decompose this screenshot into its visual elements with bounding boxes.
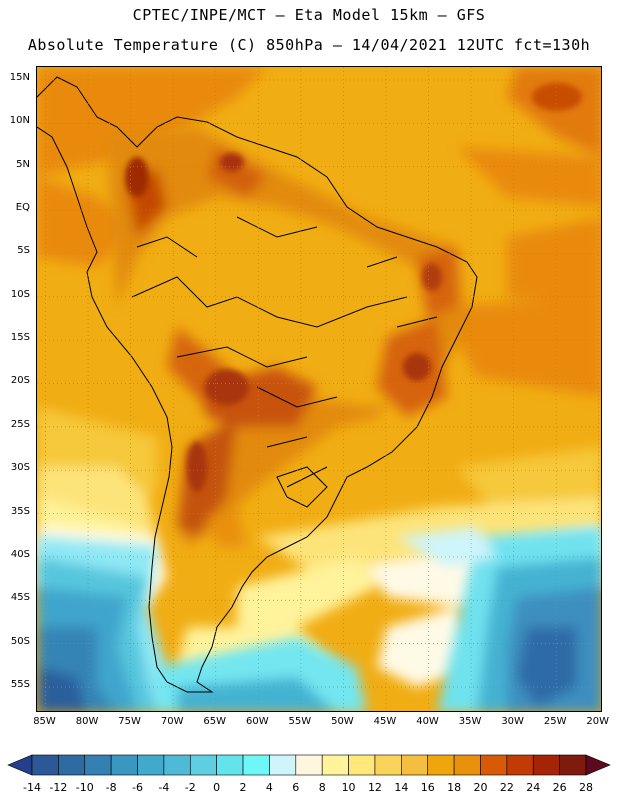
colorbar-cell	[374, 754, 402, 776]
longitude-tick-label: 75W	[118, 716, 141, 727]
map-panel	[36, 66, 602, 712]
colorbar-tick-label: 12	[367, 781, 382, 794]
longitude-tick-label: 60W	[245, 716, 269, 727]
colorbar-tick-label: -10	[75, 781, 94, 794]
colorbar-tick-label: -14	[23, 781, 41, 794]
latitude-tick-label: EQ	[15, 202, 30, 214]
map-subtitle: Absolute Temperature (C) 850hPa — 14/04/…	[27, 36, 591, 54]
field-warm-north	[37, 67, 601, 397]
colorbar-tick-label: 18	[447, 781, 462, 794]
colorbar-cell	[401, 754, 429, 776]
colorbar-cell	[295, 754, 323, 776]
colorbar-arrow-low	[7, 754, 33, 776]
longitude-tick-label: 40W	[416, 716, 439, 727]
colorbar-cell	[216, 754, 244, 776]
colorbar-cell	[427, 754, 455, 776]
colorbar-cell	[189, 754, 217, 776]
longitude-tick-label: 55W	[288, 716, 312, 727]
colorbar-tick-label: -12	[49, 781, 68, 794]
colorbar-cell	[348, 754, 376, 776]
longitude-tick-label: 80W	[75, 716, 99, 727]
colorbar-tick-label: -2	[184, 781, 196, 794]
latitude-tick-label: 15N	[9, 72, 30, 83]
colorbar-tick-label: 22	[499, 781, 514, 794]
colorbar-tick-label: -8	[105, 781, 117, 794]
colorbar-tick-label: 10	[341, 781, 356, 794]
latitude-tick-label: 10S	[10, 288, 30, 300]
colorbar-tick-label: 16	[420, 781, 435, 794]
latitude-tick-label: 5S	[17, 245, 30, 257]
colorbar-cell	[137, 754, 165, 776]
coastlines	[37, 76, 478, 693]
map-title: CPTEC/INPE/MCT — Eta Model 15km — GFS	[132, 6, 486, 24]
latitude-tick-label: 5N	[16, 158, 30, 170]
colorbar-tick-label: 24	[526, 781, 541, 794]
colorbar-arrow-high	[585, 754, 611, 776]
longitude-tick-label: 85W	[33, 716, 56, 727]
latitude-tick-label: 15S	[10, 332, 30, 344]
colorbar-tick-label: 4	[265, 781, 273, 794]
colorbar-tick-label: 8	[318, 781, 326, 794]
colorbar-cell	[31, 754, 59, 776]
latitude-tick-label: 40S	[10, 548, 30, 560]
colorbar-tick-label: 28	[579, 781, 593, 794]
colorbar-cell	[269, 754, 297, 776]
latitude-tick-label: 10N	[9, 115, 30, 127]
colorbar-tick-label: 20	[473, 781, 488, 794]
longitude-tick-label: 35W	[458, 716, 482, 727]
colorbar-cell	[110, 754, 138, 776]
colorbar-tick-label: -4	[158, 781, 170, 794]
longitude-tick-label: 30W	[501, 716, 524, 727]
latitude-tick-label: 45S	[10, 592, 30, 604]
field-hot-spots	[125, 83, 582, 492]
colorbar-cell	[532, 754, 560, 776]
longitude-tick-label: 50W	[331, 716, 354, 727]
colorbar-cell	[163, 754, 191, 776]
colorbar-tick-label: 6	[292, 781, 300, 794]
colorbar-tick-label: 26	[552, 781, 567, 794]
longitude-tick-label: 70W	[160, 716, 184, 727]
temperature-map	[37, 67, 601, 711]
colorbar	[7, 754, 611, 776]
colorbar-cell	[480, 754, 508, 776]
colorbar-tick-label: 2	[239, 781, 247, 794]
longitude-tick-label: 65W	[203, 716, 227, 727]
latitude-tick-label: 55S	[10, 678, 30, 690]
colorbar-cell	[506, 754, 534, 776]
colorbar-cell	[242, 754, 270, 776]
colorbar-tick-label: -6	[132, 781, 143, 794]
colorbar-tick-label: 14	[394, 781, 409, 794]
longitude-tick-label: 20W	[586, 716, 610, 727]
latitude-tick-label: 20S	[10, 375, 30, 387]
colorbar-tick-label: 0	[213, 781, 221, 794]
colorbar-cell	[453, 754, 481, 776]
colorbar-cell	[321, 754, 349, 776]
latitude-tick-label: 35S	[10, 505, 30, 517]
longitude-tick-label: 25W	[543, 716, 567, 727]
latitude-tick-label: 30S	[10, 462, 30, 474]
colorbar-cell	[559, 754, 587, 776]
colorbar-cell	[58, 754, 86, 776]
longitude-tick-label: 45W	[373, 716, 397, 727]
latitude-tick-label: 50S	[10, 635, 30, 647]
colorbar-cell	[84, 754, 112, 776]
latitude-tick-label: 25S	[10, 418, 30, 430]
